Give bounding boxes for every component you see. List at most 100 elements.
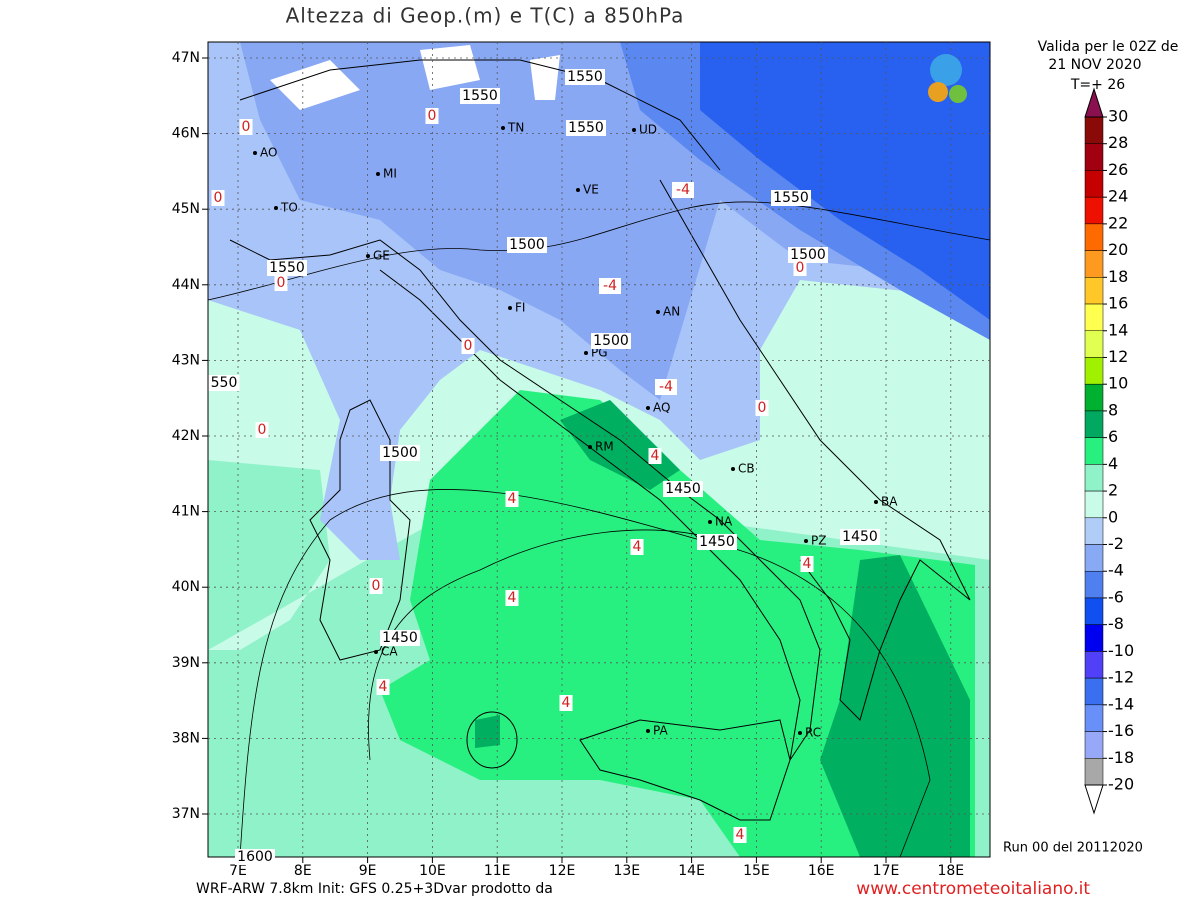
contour-label: 0 [369,578,383,594]
city-label: CB [738,462,755,476]
geopotential-label: 1500 [509,237,545,253]
contour-label: 4 [733,827,747,843]
label-box [648,448,662,464]
city-dot [632,128,636,132]
valid-line: 21 NOV 2020 [1048,57,1141,73]
colorbar-label: 14 [1108,320,1128,339]
label-box [235,849,275,865]
colorbar-label: -2 [1108,534,1124,553]
colorbar-swatch [1084,223,1104,251]
colorbar-label: -8 [1108,614,1124,633]
label-box [425,108,439,124]
label-box [507,237,547,253]
city-label: TO [280,201,298,215]
city-dot [731,467,735,471]
lat-label: 43N [172,352,200,368]
lat-label: 45N [172,201,200,217]
colorbar-label: -12 [1108,668,1134,687]
contour-label: 4 [648,448,662,464]
city-dot [576,188,580,192]
contour-label: 0 [211,190,225,206]
colorbar-swatch [1084,704,1104,732]
colorbar-swatch [1084,383,1104,412]
contour-label: 4 [630,539,644,555]
colorbar-label: -16 [1108,721,1134,740]
colorbar-swatch [1084,410,1104,438]
contour-label: 1450 [380,630,420,646]
lat-label: 47N [172,50,200,66]
city-dot [588,445,592,449]
colorbar-swatch [1084,464,1104,492]
contour-label: 4 [505,590,519,606]
label-box [211,190,225,206]
city-dot [376,172,380,176]
temperature-label: 4 [379,679,388,695]
colorbar-label: 24 [1108,187,1128,206]
contour-label: 1500 [507,237,547,253]
contour-label: 4 [505,491,519,507]
geopotential-label: 550 [211,375,238,391]
lat-label: 41N [172,504,200,520]
colorbar-swatch [1084,303,1104,332]
label-box [591,333,631,349]
colorbar-label: 6 [1108,427,1118,446]
label-box [505,491,519,507]
temperature-label: 0 [428,108,437,124]
city-dot [804,539,808,543]
geopotential-label: 1500 [790,247,826,263]
label-box [733,827,747,843]
contour-label: 1550 [267,260,307,276]
temperature-label: 0 [796,260,805,276]
logo [928,54,967,103]
colorbar-swatch [1084,357,1104,385]
city-label: MI [383,167,397,181]
label-box [274,275,288,291]
colorbar-swatch [1084,624,1104,652]
colorbar-label: -4 [1108,561,1124,580]
city-label: NA [715,515,733,529]
city-dot [253,151,257,155]
city-label: VE [583,183,599,197]
label-box [376,679,390,695]
temperature-label: 4 [633,539,642,555]
city-label: AQ [653,401,670,415]
label-box [559,695,573,711]
lon-label: 14E [678,863,705,879]
city-label: UD [639,123,657,137]
lat-label: 44N [172,277,200,293]
city-dot [508,306,512,310]
label-box [663,481,703,497]
lon-label: 13E [613,863,640,879]
city-dot [584,351,588,355]
label-box [672,182,694,198]
temperature-label: 0 [758,400,767,416]
city-dot [656,310,660,314]
lon-label: 15E [743,863,770,879]
city-dot [374,650,378,654]
contour-label: 550 [208,375,240,391]
lat-label: 40N [172,579,200,595]
city-label: PA [653,724,668,738]
run-label: Run 00 del 20112020 [1003,841,1143,856]
city-label: CA [381,645,398,659]
colorbar-label: 20 [1108,240,1128,259]
contour-label: 1500 [788,247,828,263]
label-box [788,247,828,263]
label-box [793,260,807,276]
city-label: RC [805,726,821,740]
lat-label: 38N [172,730,200,746]
contour-label: 1450 [697,534,737,550]
label-box [208,375,240,391]
temperature-label: 4 [562,695,571,711]
lat-label: 46N [172,126,200,142]
temperature-label: 4 [651,448,660,464]
city-dot [366,254,370,258]
colorbar-label: 12 [1108,347,1128,366]
label-box [255,422,269,438]
label-box [655,379,677,395]
colorbar-label: 16 [1108,294,1128,313]
geopotential-label: 1550 [568,120,604,136]
lon-label: 10E [419,863,446,879]
city-label: FI [515,301,525,315]
